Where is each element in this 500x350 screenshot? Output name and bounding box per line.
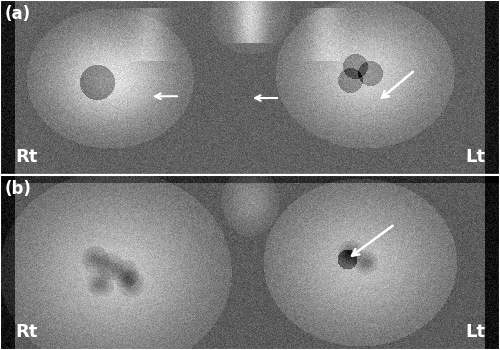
Text: (b): (b) [5,180,32,198]
Text: (a): (a) [5,5,31,23]
Text: Rt: Rt [15,323,38,341]
Text: Lt: Lt [465,148,485,166]
Text: Lt: Lt [465,323,485,341]
Text: Rt: Rt [15,148,38,166]
